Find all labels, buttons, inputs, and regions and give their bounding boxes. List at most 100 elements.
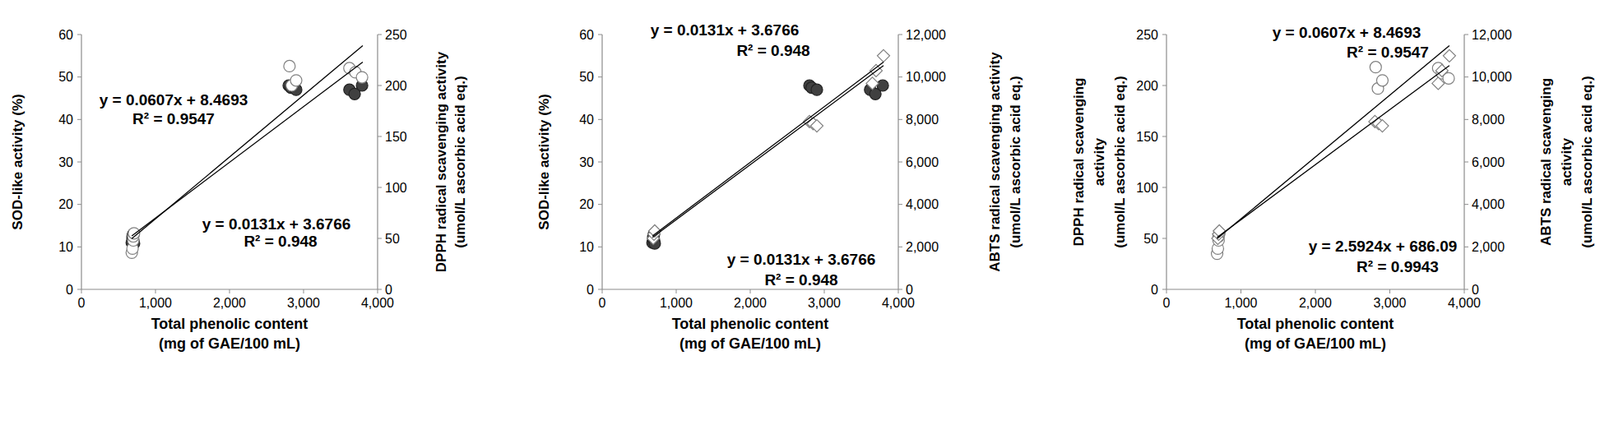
y2-tick-label: 10,000 — [905, 69, 947, 84]
y-axis-line — [1165, 34, 1167, 290]
y2-tick — [1464, 246, 1469, 248]
x-tick — [602, 289, 603, 294]
trend-line — [1217, 65, 1450, 238]
y2-axis-title: ABTS radical scavenging — [1538, 78, 1554, 246]
y2-tick — [898, 204, 903, 205]
y-tick — [1162, 289, 1167, 291]
y-axis-title: (umol/L ascorbic acid eq.) — [1112, 75, 1128, 248]
y-axis-title: SOD-like activity (%) — [536, 93, 552, 230]
x-tick-label: 3,000 — [287, 296, 320, 311]
y2-tick-label: 6,000 — [905, 155, 939, 170]
x-axis-title: (mg of GAE/100 mL) — [1244, 335, 1387, 353]
y-tick — [1162, 187, 1167, 189]
y-axis-title: SOD-like activity (%) — [9, 93, 26, 230]
y2-tick — [1464, 76, 1469, 78]
y-axis-title: activity — [1091, 137, 1108, 186]
y-tick-label: 10 — [579, 240, 594, 255]
y2-tick-label: 150 — [384, 129, 408, 144]
point — [1432, 77, 1445, 90]
y-tick-label: 60 — [579, 27, 594, 42]
y-tick-label: 50 — [1143, 231, 1159, 246]
plot-area — [646, 49, 890, 250]
y2-axis-title: (umol/L ascorbic acid eq.) — [452, 75, 469, 248]
plot-area — [125, 46, 368, 260]
x-tick-label: 3,000 — [807, 296, 841, 311]
y2-tick-label: 0 — [905, 282, 914, 297]
point — [811, 120, 824, 133]
y2-axis-title: DPPH radical scavenging activity — [433, 51, 450, 273]
x-tick-label: 4,000 — [881, 296, 915, 311]
y2-tick — [377, 136, 382, 138]
figure: 01,0002,0003,0004,0000102030405060050100… — [0, 0, 1600, 425]
y-tick — [77, 162, 82, 163]
x-axis-title: (mg of GAE/100 mL) — [158, 335, 301, 353]
y-tick-label: 250 — [1136, 27, 1159, 42]
point — [1376, 120, 1389, 133]
point — [877, 49, 891, 62]
y2-tick-label: 2,000 — [905, 240, 939, 255]
x-tick — [750, 289, 752, 294]
x-tick — [81, 289, 83, 294]
regression-label: R² = 0.948 — [736, 41, 810, 60]
y-tick-label: 30 — [579, 155, 594, 170]
x-tick — [824, 289, 826, 294]
y2-tick-label: 200 — [384, 78, 408, 93]
x-tick-label: 0 — [598, 296, 607, 311]
y-tick-label: 10 — [58, 240, 74, 255]
y2-tick — [1464, 289, 1469, 291]
plot-area — [1211, 46, 1457, 260]
y-tick-label: 40 — [58, 112, 74, 127]
x-tick-label: 2,000 — [733, 296, 767, 311]
y2-tick — [898, 246, 903, 248]
y-tick-label: 0 — [586, 282, 594, 297]
y-tick-label: 50 — [579, 69, 594, 84]
x-tick — [155, 289, 157, 294]
y-tick — [598, 119, 603, 121]
x-tick-label: 3,000 — [1372, 296, 1406, 311]
trend-line — [1217, 46, 1450, 240]
x-tick — [676, 289, 678, 294]
y2-tick-label: 6,000 — [1471, 155, 1505, 170]
y2-axis-title: activity — [1558, 137, 1575, 186]
y2-tick — [898, 162, 903, 163]
point — [866, 77, 879, 90]
y-tick-label: 30 — [58, 155, 74, 170]
y-tick — [598, 289, 603, 291]
x-tick — [1464, 289, 1466, 294]
y2-tick-label: 0 — [384, 282, 393, 297]
y2-tick-label: 10,000 — [1471, 69, 1512, 84]
y2-tick — [1464, 204, 1469, 205]
y2-tick-label: 0 — [1471, 282, 1480, 297]
y2-axis-title: ABTS radical scavenging activity — [987, 51, 1003, 273]
y-tick — [598, 76, 603, 78]
x-tick-label: 4,000 — [1447, 296, 1481, 311]
x-axis-title: (mg of GAE/100 mL) — [679, 335, 821, 353]
y-tick — [598, 204, 603, 205]
y2-tick — [377, 238, 382, 240]
y-tick — [1162, 238, 1167, 240]
y2-tick — [377, 34, 382, 36]
point — [1442, 49, 1456, 62]
trend-line — [131, 46, 363, 240]
x-tick — [229, 289, 231, 294]
x-axis-title: Total phenolic content — [672, 315, 830, 333]
panel: 01,0002,0003,0004,000010203040506002,000… — [536, 21, 1024, 353]
point — [811, 83, 823, 96]
point — [1376, 74, 1388, 87]
regression-label: y = 0.0131x + 3.6766 — [727, 250, 877, 269]
y2-axis-title: (umol/L ascorbic acid eq.) — [1007, 75, 1024, 248]
x-tick — [1240, 289, 1242, 294]
y-tick — [598, 246, 603, 248]
y-tick — [77, 204, 82, 205]
x-axis-title: Total phenolic content — [1237, 315, 1395, 333]
y-tick-label: 20 — [58, 197, 74, 212]
x-tick-label: 1,000 — [1224, 296, 1257, 311]
y-tick — [77, 289, 82, 291]
y2-tick-label: 4,000 — [905, 197, 939, 212]
y2-tick — [1464, 119, 1469, 121]
regression-label: y = 0.0131x + 3.6766 — [202, 215, 352, 233]
y2-tick — [1464, 162, 1469, 163]
point — [283, 60, 296, 72]
y-tick-label: 20 — [579, 197, 594, 212]
x-tick-label: 0 — [78, 296, 86, 311]
